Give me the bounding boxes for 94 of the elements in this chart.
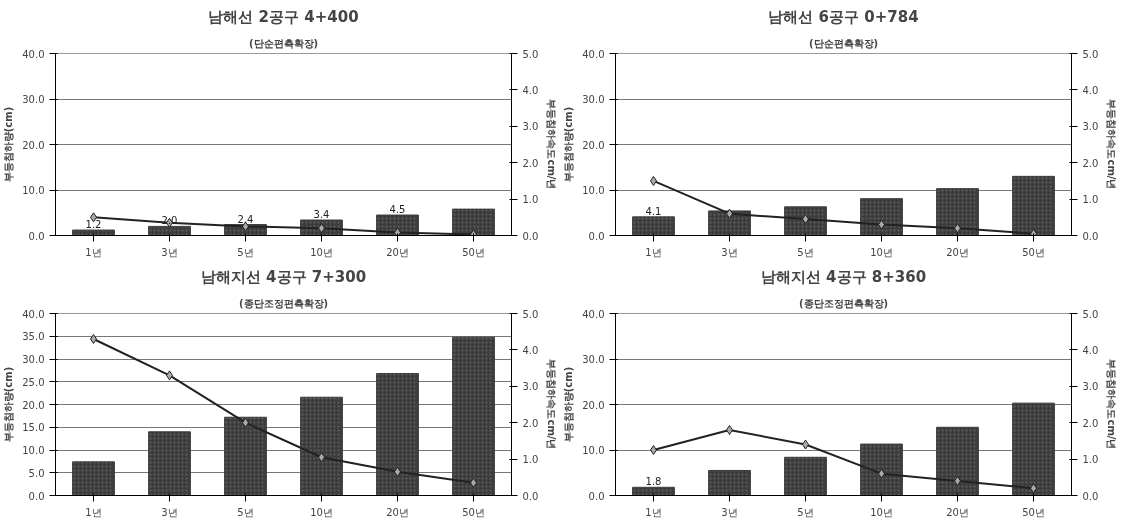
x-tick-label: 20년 bbox=[946, 506, 969, 518]
y2-tick-label: 5.0 bbox=[1082, 48, 1099, 60]
y-tick-label: 10.0 bbox=[582, 445, 605, 456]
y-tick-label: 40.0 bbox=[22, 308, 45, 320]
y2-tick-label: 0.0 bbox=[522, 230, 539, 242]
y-axis-title: 부등침하량(cm) bbox=[563, 106, 575, 183]
y2-tick-label: 2.0 bbox=[522, 417, 539, 429]
x-tick-label: 50년 bbox=[1022, 246, 1045, 258]
y-tick-label: 20.0 bbox=[582, 139, 605, 151]
y2-tick-label: 5.0 bbox=[1082, 308, 1099, 320]
y-tick-label: 30.0 bbox=[582, 94, 605, 105]
y-axis-title: 부등침하량(cm) bbox=[3, 366, 15, 443]
y-tick-label: 25.0 bbox=[22, 376, 45, 388]
y2-axis-title: 부등침하속도cm/년 bbox=[1106, 99, 1118, 190]
x-tick-label: 50년 bbox=[462, 246, 485, 258]
y-tick-label: 30.0 bbox=[22, 94, 45, 105]
y2-tick-label: 5.0 bbox=[522, 48, 539, 60]
x-tick-label: 1년 bbox=[85, 506, 102, 518]
y-tick-label: 30.0 bbox=[582, 354, 605, 365]
y2-tick-label: 4.0 bbox=[522, 84, 539, 96]
y2-tick-label: 2.0 bbox=[1082, 417, 1099, 429]
x-tick-label: 5년 bbox=[797, 246, 814, 258]
y-axis-title: 부등침하량(cm) bbox=[3, 106, 15, 183]
x-tick-label: 50년 bbox=[1022, 506, 1045, 518]
y2-axis-title: 부등침하속도cm/년 bbox=[546, 359, 558, 450]
y-tick-label: 15.0 bbox=[22, 422, 45, 434]
y-tick-label: 0.0 bbox=[28, 230, 45, 242]
y-tick-label: 0.0 bbox=[28, 490, 45, 502]
y-tick-label: 10.0 bbox=[22, 185, 45, 196]
y2-axis-title: 부등침하속도cm/년 bbox=[1106, 359, 1118, 450]
y2-tick-label: 2.0 bbox=[1082, 157, 1099, 169]
y2-tick-label: 0.0 bbox=[1082, 490, 1099, 502]
data-label: 1.2 bbox=[85, 219, 102, 231]
y-tick-label: 40.0 bbox=[22, 48, 45, 60]
y-tick-label: 10.0 bbox=[22, 445, 45, 456]
y2-tick-label: 1.0 bbox=[1082, 454, 1099, 466]
y2-tick-label: 3.0 bbox=[522, 381, 539, 393]
y2-tick-label: 2.0 bbox=[522, 157, 539, 169]
y-tick-label: 0.0 bbox=[588, 230, 605, 242]
y-tick-label: 0.0 bbox=[588, 490, 605, 502]
y-tick-label: 20.0 bbox=[22, 399, 45, 411]
y2-tick-label: 3.0 bbox=[1082, 381, 1099, 393]
chart-title: 남해선 6공구 0+784 bbox=[768, 7, 919, 26]
y-tick-label: 20.0 bbox=[582, 399, 605, 411]
x-tick-label: 3년 bbox=[721, 246, 738, 258]
y2-tick-label: 5.0 bbox=[522, 308, 539, 320]
y-tick-label: 40.0 bbox=[582, 48, 605, 60]
y-axis-title: 부등침하량(cm) bbox=[563, 366, 575, 443]
y-tick-label: 20.0 bbox=[22, 139, 45, 151]
x-tick-label: 1년 bbox=[645, 506, 662, 518]
y2-tick-label: 0.0 bbox=[522, 490, 539, 502]
y2-tick-label: 1.0 bbox=[522, 194, 539, 206]
x-tick-label: 10년 bbox=[870, 246, 893, 258]
data-label: 1.8 bbox=[645, 476, 662, 488]
chart-title: 남해지선 4공구 7+300 bbox=[200, 267, 367, 286]
y2-tick-label: 3.0 bbox=[522, 121, 539, 133]
y2-tick-label: 3.0 bbox=[1082, 121, 1099, 133]
chart-subtitle: (단순편측확장) bbox=[248, 37, 319, 49]
x-tick-label: 10년 bbox=[870, 506, 893, 518]
x-tick-label: 1년 bbox=[85, 246, 102, 258]
y-tick-label: 30.0 bbox=[22, 354, 45, 365]
x-tick-label: 1년 bbox=[645, 246, 662, 258]
data-label: 3.4 bbox=[313, 209, 330, 221]
x-tick-label: 5년 bbox=[237, 506, 254, 518]
x-tick-label: 5년 bbox=[797, 506, 814, 518]
x-tick-label: 20년 bbox=[386, 506, 409, 518]
y-tick-label: 10.0 bbox=[582, 185, 605, 196]
y-tick-label: 40.0 bbox=[582, 308, 605, 320]
y2-tick-label: 4.0 bbox=[522, 344, 539, 356]
x-tick-label: 50년 bbox=[462, 506, 485, 518]
y-tick-label: 35.0 bbox=[22, 331, 45, 343]
chart-title: 남해선 2공구 4+400 bbox=[208, 7, 359, 26]
y2-axis-title: 부등침하속도cm/년 bbox=[546, 99, 558, 190]
data-label: 2.4 bbox=[237, 213, 254, 225]
x-tick-label: 5년 bbox=[237, 246, 254, 258]
data-label: 4.5 bbox=[389, 204, 406, 216]
chart-title: 남해지선 4공구 8+360 bbox=[760, 267, 927, 286]
x-tick-label: 3년 bbox=[721, 506, 738, 518]
y-tick-label: 5.0 bbox=[28, 467, 45, 479]
x-tick-label: 20년 bbox=[946, 246, 969, 258]
x-tick-label: 20년 bbox=[386, 246, 409, 258]
x-tick-label: 3년 bbox=[161, 246, 178, 258]
chart-subtitle: (종단조정편측확장) bbox=[238, 297, 329, 309]
data-label: 4.1 bbox=[645, 205, 662, 217]
chart-subtitle: (단순편측확장) bbox=[808, 37, 879, 49]
y2-tick-label: 4.0 bbox=[1082, 344, 1099, 356]
x-tick-label: 10년 bbox=[310, 246, 333, 258]
x-tick-label: 3년 bbox=[161, 506, 178, 518]
chart-subtitle: (종단조정편측확장) bbox=[798, 297, 889, 309]
y2-tick-label: 1.0 bbox=[522, 454, 539, 466]
y2-tick-label: 4.0 bbox=[1082, 84, 1099, 96]
y2-tick-label: 0.0 bbox=[1082, 230, 1099, 242]
y2-tick-label: 1.0 bbox=[1082, 194, 1099, 206]
x-tick-label: 10년 bbox=[310, 506, 333, 518]
